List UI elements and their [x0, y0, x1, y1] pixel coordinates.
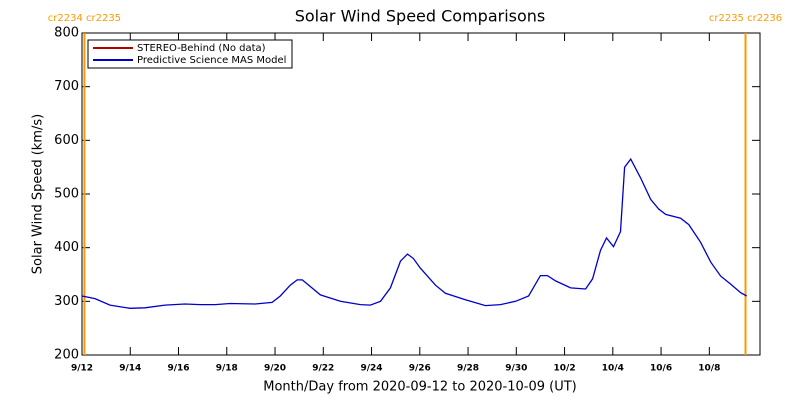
- x-axis-title: Month/Day from 2020-09-12 to 2020-10-09 …: [263, 380, 576, 395]
- x-tick-label: 9/12: [71, 364, 93, 374]
- y-axis-title: Solar Wind Speed (km/s): [31, 114, 46, 274]
- y-tick-label: 300: [54, 294, 79, 309]
- carrington-label: cr2235 cr2236: [709, 13, 782, 24]
- x-tick-label: 10/2: [554, 364, 576, 374]
- y-tick-label: 200: [54, 348, 79, 363]
- y-tick-label: 700: [54, 79, 79, 94]
- carrington-label: cr2234 cr2235: [48, 13, 121, 24]
- legend-label: STEREO-Behind (No data): [137, 43, 266, 54]
- x-tick-label: 9/22: [312, 364, 334, 374]
- plot-frame: [81, 32, 761, 356]
- series-line: [81, 157, 748, 309]
- x-tick-label: 9/30: [505, 364, 527, 374]
- chart-title: Solar Wind Speed Comparisons: [295, 7, 546, 26]
- x-tick-label: 9/20: [264, 364, 286, 374]
- legend-label: Predictive Science MAS Model: [137, 55, 286, 66]
- y-tick-label: 600: [54, 133, 79, 148]
- y-tick-label: 500: [54, 187, 79, 202]
- x-tick-label: 9/18: [216, 364, 238, 374]
- legend-frame: [87, 39, 293, 69]
- x-tick-label: 9/26: [409, 364, 431, 374]
- x-tick-label: 10/6: [650, 364, 672, 374]
- y-tick-label: 400: [54, 240, 79, 255]
- x-tick-label: 9/28: [457, 364, 479, 374]
- x-tick-label: 9/16: [167, 364, 189, 374]
- y-tick-label: 800: [54, 26, 79, 41]
- x-tick-label: 10/4: [602, 364, 624, 374]
- x-tick-label: 9/24: [360, 364, 382, 374]
- x-tick-label: 10/8: [698, 364, 720, 374]
- x-tick-label: 9/14: [119, 364, 141, 374]
